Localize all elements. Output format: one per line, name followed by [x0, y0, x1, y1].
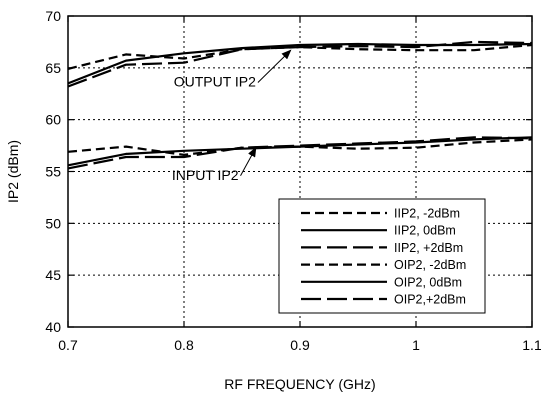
- y-tick-label: 40: [45, 319, 61, 335]
- series-line-5: [67, 40, 533, 88]
- y-tick-label: 50: [45, 215, 61, 231]
- axis-ticks: 0.7 0.8 0.9 1 1.1 40 45 50 55 60 65 70: [45, 8, 541, 353]
- legend-label-3: OIP2, -2dBm: [394, 258, 466, 272]
- legend-label-1: IIP2, 0dBm: [394, 224, 456, 238]
- legend-box: [278, 198, 486, 314]
- annotation-output-label: OUTPUT IP2: [174, 73, 256, 89]
- y-tick-label: 45: [45, 267, 61, 283]
- y-tick-label: 60: [45, 112, 61, 128]
- series-line-2: [67, 136, 533, 170]
- y-tick-label: 55: [45, 164, 61, 180]
- y-axis-label: IP2 (dBm): [5, 140, 21, 203]
- legend: IIP2, -2dBm IIP2, 0dBm IIP2, +2dBm OIP2, -2…: [278, 198, 486, 314]
- x-axis-label: RF FREQUENCY (GHz): [224, 376, 375, 392]
- legend-label-5: OIP2,+2dBm: [394, 293, 466, 307]
- series-line-0: [67, 138, 533, 156]
- series-line-1: [67, 136, 533, 167]
- annotation-output-arrow: [257, 49, 292, 83]
- x-tick-label: 0.9: [290, 337, 310, 353]
- series-line-4: [67, 42, 533, 85]
- legend-label-0: IIP2, -2dBm: [394, 207, 460, 221]
- annotation-input-arrow: [240, 146, 257, 177]
- y-tick-label: 65: [45, 60, 61, 76]
- series-lines: [67, 40, 533, 170]
- x-tick-label: 0.8: [174, 337, 194, 353]
- x-tick-label: 1.1: [522, 337, 541, 353]
- y-tick-label: 70: [45, 8, 61, 24]
- legend-label-2: IIP2, +2dBm: [394, 241, 463, 255]
- x-tick-label: 0.7: [58, 337, 78, 353]
- annotations: OUTPUT IP2 INPUT IP2: [172, 49, 292, 183]
- x-tick-label: 1: [412, 337, 420, 353]
- annotation-input-label: INPUT IP2: [172, 167, 239, 183]
- legend-label-4: OIP2, 0dBm: [394, 275, 462, 289]
